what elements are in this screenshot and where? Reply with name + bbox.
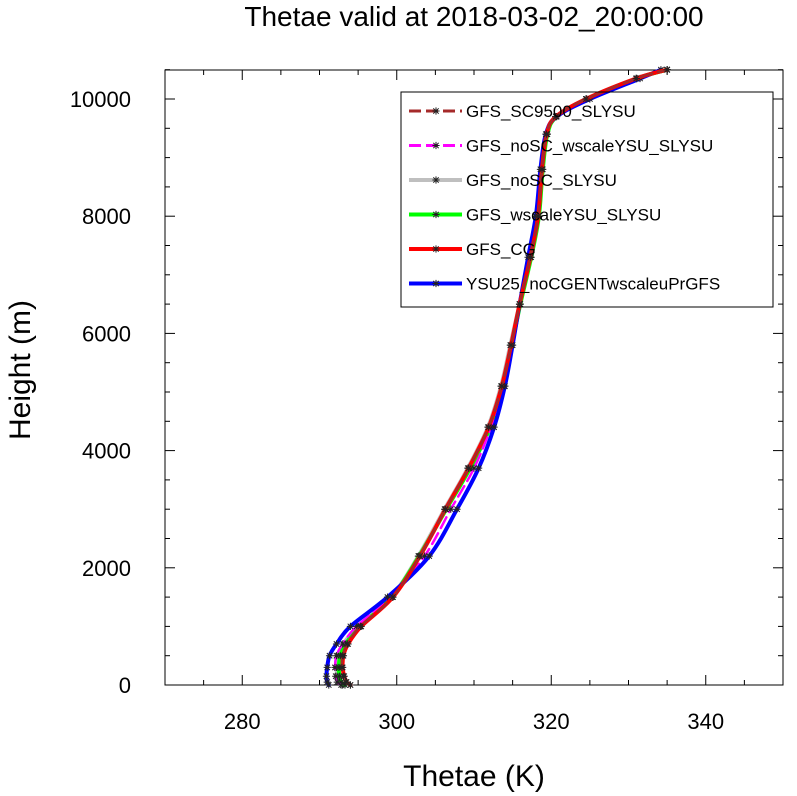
x-tick-label: 300: [378, 709, 415, 734]
series-marker: [432, 245, 440, 253]
legend: GFS_SC9500_SLYSU GFS_noSC_wscaleYSU_SLYSU…: [400, 91, 774, 308]
series-marker: [663, 66, 671, 74]
y-tick-label: 8000: [82, 204, 131, 229]
legend-box: [400, 91, 774, 308]
series-marker: [343, 640, 351, 648]
series-marker: [582, 95, 590, 103]
series-marker: [325, 652, 334, 660]
series-marker: [432, 107, 440, 115]
y-tick-label: 6000: [82, 321, 131, 346]
legend-label: YSU25_noCGENTwscaleuPrGFS: [466, 275, 720, 294]
y-tick-label: 10000: [70, 87, 131, 112]
series-marker: [323, 663, 331, 672]
x-tick-label: 320: [533, 709, 570, 734]
series-marker: [332, 640, 341, 648]
series-marker: [416, 552, 424, 560]
series-marker: [432, 279, 440, 288]
series-marker: [322, 672, 331, 680]
series-marker: [543, 130, 551, 138]
legend-label: GFS_wscaleYSU_SLYSU: [466, 206, 661, 225]
series-marker: [339, 640, 347, 648]
legend-label: GFS_noSC_SLYSU: [466, 171, 617, 190]
legend-label: GFS_CG: [466, 240, 536, 259]
legend-label: GFS_SC9500_SLYSU: [466, 102, 636, 121]
x-tick-label: 280: [224, 709, 261, 734]
series-marker: [470, 464, 478, 472]
series-marker: [498, 382, 506, 390]
series-marker: [346, 622, 354, 630]
series-marker: [490, 423, 498, 431]
series-marker: [332, 652, 341, 660]
series-marker: [441, 505, 450, 513]
series-marker: [432, 176, 440, 184]
series-marker: [339, 672, 348, 680]
y-tick-label: 4000: [82, 439, 131, 464]
series-marker: [485, 423, 493, 431]
legend-label: GFS_noSC_wscaleYSU_SLYSU: [466, 137, 713, 156]
x-axis-title: Thetae (K): [403, 760, 545, 793]
series-marker: [338, 663, 346, 672]
series-marker: [552, 112, 560, 121]
series-marker: [432, 210, 440, 219]
series-marker: [475, 464, 483, 472]
y-tick-label: 0: [119, 673, 131, 698]
series-marker: [332, 672, 340, 680]
series-marker: [526, 253, 534, 261]
series-marker: [447, 505, 455, 513]
series-marker: [464, 464, 473, 472]
series-marker: [335, 672, 344, 680]
series-marker: [534, 212, 542, 220]
series-marker: [425, 552, 433, 560]
series-marker: [383, 593, 392, 601]
series-marker: [632, 74, 640, 83]
series-lines: [322, 66, 671, 689]
series-marker: [337, 681, 345, 689]
series-marker: [432, 141, 440, 150]
series-marker: [346, 681, 354, 689]
series-marker: [515, 300, 524, 308]
series-marker: [453, 505, 461, 513]
series-marker: [325, 681, 333, 689]
series-marker: [356, 622, 365, 630]
series-marker: [341, 681, 349, 689]
series-marker: [420, 552, 429, 560]
series-GFS_SC9500_SLYSU: [338, 66, 671, 689]
x-tick-label: 340: [687, 709, 724, 734]
series-marker: [323, 678, 331, 686]
chart-title: Thetae valid at 2018-03-02_20:00:00: [244, 1, 703, 32]
axes: 280 300 320 340 0 2000 4000 6000 8000 10000: [70, 69, 784, 734]
series-marker: [342, 678, 350, 686]
series-marker: [538, 165, 546, 173]
series-marker: [331, 663, 339, 672]
y-axis-title: Height (m): [4, 300, 37, 440]
series-marker: [352, 622, 361, 630]
series-marker: [333, 678, 341, 686]
series-marker: [339, 652, 347, 660]
series-marker: [507, 341, 515, 349]
series-marker: [389, 593, 397, 601]
y-tick-label: 2000: [82, 556, 131, 581]
